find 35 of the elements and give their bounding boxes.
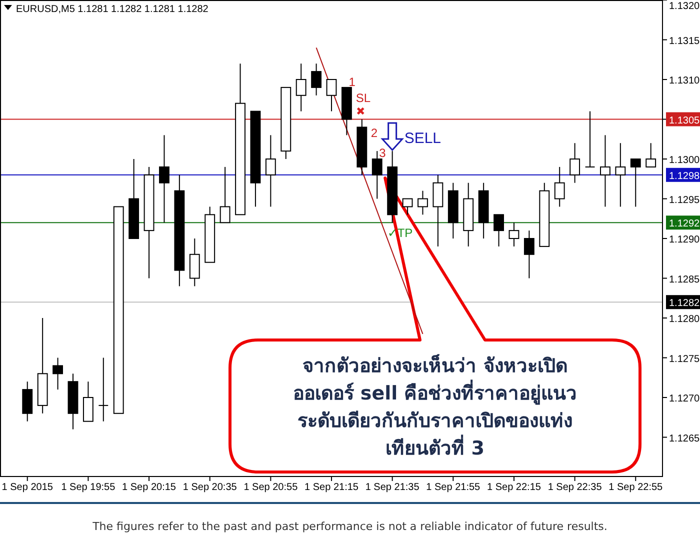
y-tick-label: 1.1265: [669, 433, 700, 444]
annotation: 1: [348, 75, 356, 89]
y-tick-label: 1.1275: [669, 354, 700, 365]
ref-line-label: 1.1298: [669, 170, 700, 182]
annotation: SELL: [404, 130, 442, 147]
ref-line-label: 1.1292: [669, 218, 700, 230]
y-tick-label: 1.1300: [669, 155, 700, 166]
y-tick-label: 1.1270: [669, 394, 700, 404]
text: The figures refer to the past and past performance is not a reliable indicator of future results.: [92, 520, 608, 533]
y-tick-label: 1.1310: [669, 76, 700, 86]
annotation: 3: [379, 146, 386, 160]
annotation: จากตัวอย่างจะเห็นว่า จังหวะเปิด ออเดอร์ sell คือช่วงที่ราคาอยู่แนว ระดับเดียวกันกับราคาเปิดของแท่ง เทียนตัวที่ 3: [292, 353, 578, 460]
x-tick-label: 1 Sep 20:35: [182, 482, 238, 493]
ref-line-label: 1.1305: [669, 115, 700, 126]
y-tick-label: 1.1315: [669, 36, 700, 47]
x-tick-label: 1 Sep 2015: [2, 482, 54, 493]
y-tick-label: 1.1285: [669, 274, 700, 286]
x-tick-label: 1 Sep 19:55: [61, 482, 116, 493]
x-tick-label: 1 Sep 22:35: [548, 482, 602, 493]
x-tick-label: 1 Sep 20:15: [122, 482, 176, 493]
x-tick-label: 1 Sep 21:55: [426, 482, 481, 493]
x-tick-label: 1 Sep 21:35: [365, 482, 420, 493]
annotation: ✖: [356, 106, 365, 118]
annotation: SL: [356, 91, 371, 105]
x-tick-label: 1 Sep 22:15: [487, 482, 542, 493]
x-tick-label: 1 Sep 22:55: [608, 482, 664, 493]
y-tick-label: 1.1295: [669, 194, 700, 206]
chart-title: EURUSD,M5 1.1281 1.1282 1.1281 1.1282: [16, 4, 209, 15]
y-tick-label: 1.1290: [669, 234, 700, 246]
y-tick-label: 1.1280: [669, 314, 700, 325]
x-tick-label: 1 Sep 21:15: [304, 482, 359, 493]
annotation: 2: [370, 126, 378, 140]
y-tick-label: 1.1320: [669, 1, 700, 12]
ref-line-label: 1.1282: [669, 298, 700, 310]
x-tick-label: 1 Sep 20:55: [244, 482, 298, 493]
